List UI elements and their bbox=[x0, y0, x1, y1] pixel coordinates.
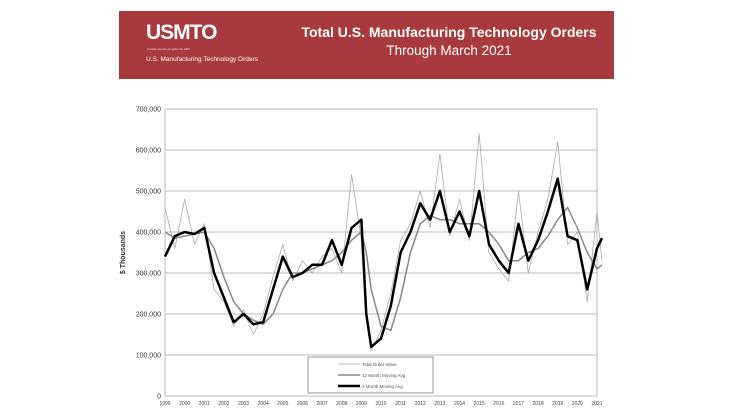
usmto-logo: USMTO bbox=[146, 21, 217, 44]
y-tick-label: 600,000 bbox=[136, 148, 161, 155]
y-axis-label: $ Thousands bbox=[120, 231, 127, 274]
header-banner: USMTO A trade service program for AMT U.… bbox=[119, 11, 614, 79]
x-tick-label: 2011 bbox=[395, 401, 406, 407]
y-tick-label: 400,000 bbox=[136, 230, 161, 237]
x-tick-label: 2004 bbox=[258, 401, 269, 407]
x-tick-label: 2006 bbox=[297, 401, 308, 407]
logo-tagline: A trade service program for AMT bbox=[147, 47, 191, 51]
y-tick-label: 0 bbox=[157, 394, 161, 401]
x-tick-label: 2013 bbox=[434, 401, 445, 407]
legend-label: 3 Month Moving Avg bbox=[362, 384, 403, 389]
x-tick-label: 2012 bbox=[415, 401, 426, 407]
logo-subtitle: U.S. Manufacturing Technology Orders bbox=[146, 56, 258, 63]
x-tick-label: 2009 bbox=[356, 401, 367, 407]
x-tick-label: 2005 bbox=[277, 401, 288, 407]
x-tick-label: 2016 bbox=[493, 401, 504, 407]
chart-subtitle: Through March 2021 bbox=[386, 43, 512, 58]
y-tick-label: 100,000 bbox=[136, 353, 161, 360]
y-tick-label: 300,000 bbox=[136, 271, 161, 278]
x-tick-label: 2008 bbox=[336, 401, 347, 407]
y-tick-label: 200,000 bbox=[136, 312, 161, 319]
x-tick-label: 2020 bbox=[572, 401, 583, 407]
x-tick-label: 1999 bbox=[159, 401, 170, 407]
legend-label: 12 Month Moving Avg bbox=[362, 373, 406, 378]
x-tick-label: 2019 bbox=[552, 401, 563, 407]
x-tick-label: 2001 bbox=[199, 401, 210, 407]
legend bbox=[307, 356, 434, 394]
x-tick-label: 2000 bbox=[179, 401, 190, 407]
y-tick-label: 500,000 bbox=[136, 189, 161, 196]
legend-label: Total Order Value bbox=[362, 362, 397, 367]
x-tick-label: 2021 bbox=[591, 401, 602, 407]
x-tick-label: 2014 bbox=[454, 401, 465, 407]
y-tick-label: 700,000 bbox=[136, 107, 161, 114]
x-tick-label: 2003 bbox=[238, 401, 249, 407]
x-tick-label: 2007 bbox=[317, 401, 328, 407]
x-tick-label: 2010 bbox=[375, 401, 386, 407]
x-tick-label: 2015 bbox=[474, 401, 485, 407]
chart-title: Total U.S. Manufacturing Technology Orde… bbox=[301, 24, 597, 40]
x-tick-label: 2017 bbox=[513, 401, 524, 407]
x-tick-label: 2002 bbox=[218, 401, 229, 407]
x-tick-label: 2018 bbox=[533, 401, 544, 407]
